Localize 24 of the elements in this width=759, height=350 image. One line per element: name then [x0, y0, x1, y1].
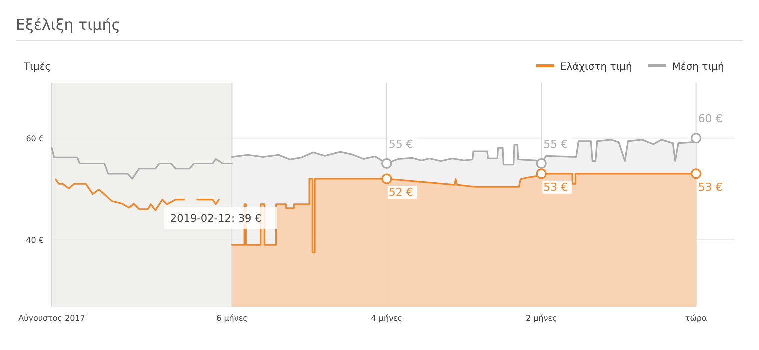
data-label: 55 €	[544, 138, 568, 151]
x-tick-label: 2 μήνες	[526, 314, 558, 323]
point	[691, 168, 702, 180]
data-label: 52 €	[388, 186, 414, 199]
point	[382, 158, 392, 170]
point	[536, 168, 547, 180]
line-series	[51, 147, 234, 180]
legend-label: Μέση τιμή	[672, 62, 724, 73]
chart-title: Εξέλιξη τιμής	[16, 16, 121, 34]
data-label: 53 €	[698, 180, 723, 194]
y-tick-label: 40 €	[26, 236, 44, 245]
x-tick-label: 6 μήνες	[216, 314, 248, 323]
x-tick-label: Αύγουστος 2017	[18, 314, 86, 323]
x-tick-label: 4 μήνες	[371, 314, 403, 323]
point	[382, 174, 392, 184]
x-tick-label: τώρα	[685, 314, 708, 323]
data-label: 55 €	[388, 138, 414, 151]
point	[536, 158, 547, 170]
legend-label: Ελάχιστη τιμή	[560, 62, 632, 73]
y-axis-title: Τιμές	[23, 62, 52, 73]
data-label: 60 €	[698, 112, 723, 126]
data-label: 53 €	[544, 180, 568, 194]
annotation: 2019-02-12: 39 €	[170, 213, 262, 226]
point	[691, 133, 702, 144]
